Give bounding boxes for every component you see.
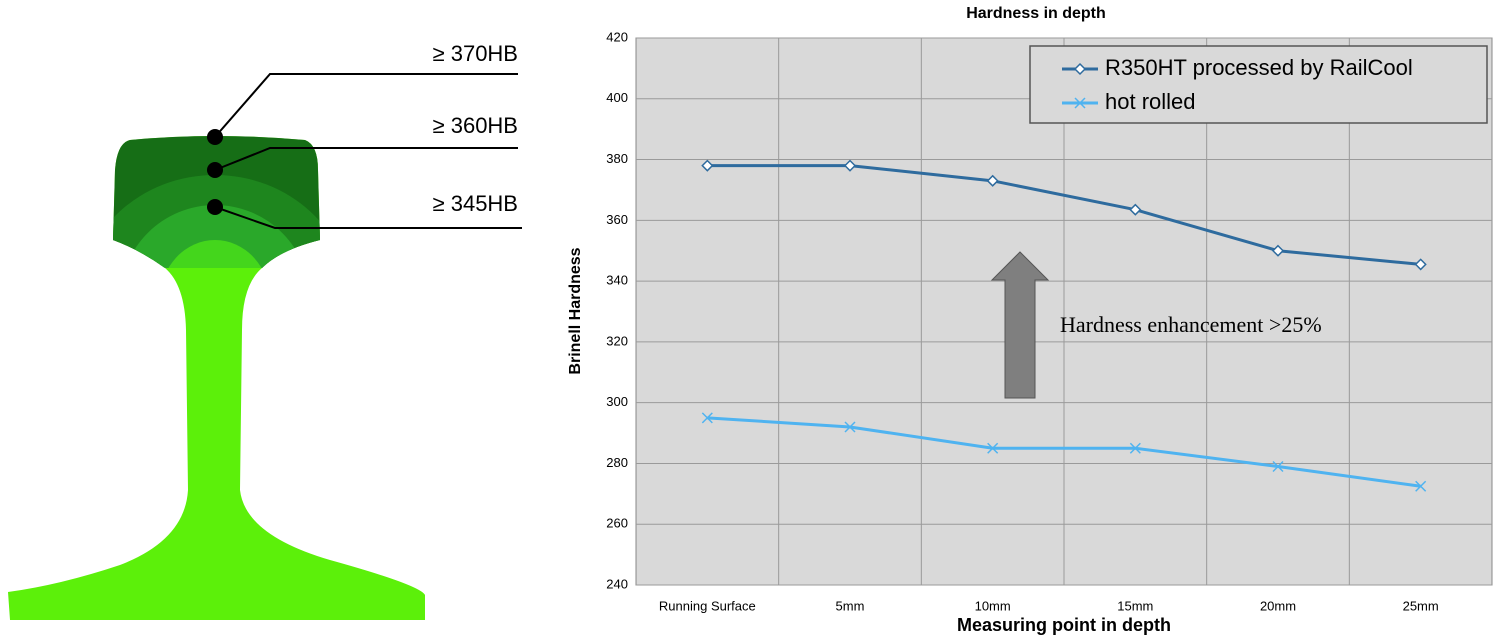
y-tick-label: 260 bbox=[606, 516, 628, 531]
x-axis-title: Measuring point in depth bbox=[957, 615, 1171, 635]
annotation: Hardness enhancement >25% bbox=[1060, 312, 1322, 337]
measure-point bbox=[207, 129, 223, 145]
x-tick-label: 5mm bbox=[836, 598, 865, 613]
data-point bbox=[701, 412, 713, 424]
data-point bbox=[1129, 203, 1142, 216]
legend-marker bbox=[1074, 97, 1086, 109]
measure-point bbox=[207, 199, 223, 215]
rail-profile bbox=[8, 136, 425, 620]
y-tick-label: 340 bbox=[606, 273, 628, 288]
y-tick-label: 400 bbox=[606, 90, 628, 105]
hardness-label: ≥ 345HB bbox=[433, 191, 518, 216]
y-tick-label: 300 bbox=[606, 394, 628, 409]
rail-head bbox=[113, 136, 320, 268]
leader-lines bbox=[214, 73, 522, 229]
y-axis-title: Brinell Hardness bbox=[567, 247, 584, 374]
data-point bbox=[844, 421, 856, 433]
x-tick-label: 15mm bbox=[1117, 598, 1153, 613]
data-point bbox=[1272, 460, 1284, 473]
hardness-label: ≥ 370HB bbox=[433, 41, 518, 66]
data-point bbox=[987, 442, 999, 454]
series-line bbox=[707, 164, 1421, 266]
legend-box bbox=[1029, 45, 1488, 124]
legend-label: R350HT processed by RailCool bbox=[1105, 55, 1413, 80]
data-point bbox=[1129, 442, 1141, 454]
y-tick-label: 240 bbox=[606, 576, 628, 591]
data-point bbox=[1271, 244, 1285, 257]
data-point bbox=[701, 159, 714, 172]
series-line bbox=[707, 416, 1421, 488]
chart-title: Hardness in depth bbox=[966, 5, 1106, 22]
rail-diagram: ≥ 370HB ≥ 360HB ≥ 345HB bbox=[8, 41, 522, 620]
legend-marker bbox=[1073, 62, 1087, 76]
chart: Hardness in depth Measuring point in dep… bbox=[567, 5, 1493, 635]
y-tick-label: 360 bbox=[606, 212, 628, 227]
x-tick-label: 25mm bbox=[1403, 598, 1439, 613]
data-point bbox=[986, 174, 999, 187]
y-tick-label: 420 bbox=[606, 29, 628, 44]
hardness-label: ≥ 360HB bbox=[433, 113, 518, 138]
measure-point bbox=[207, 162, 223, 178]
y-tick-label: 320 bbox=[606, 333, 628, 348]
x-tick-label: 10mm bbox=[975, 598, 1011, 613]
data-point bbox=[1414, 258, 1427, 271]
y-tick-label: 380 bbox=[606, 151, 628, 166]
annotation-arrow bbox=[990, 251, 1050, 399]
data-point bbox=[1415, 480, 1427, 492]
x-tick-label: Running Surface bbox=[659, 598, 756, 613]
y-tick-label: 280 bbox=[606, 455, 628, 470]
legend-label: hot rolled bbox=[1105, 89, 1196, 114]
x-tick-label: 20mm bbox=[1260, 598, 1296, 613]
data-point bbox=[843, 159, 857, 172]
